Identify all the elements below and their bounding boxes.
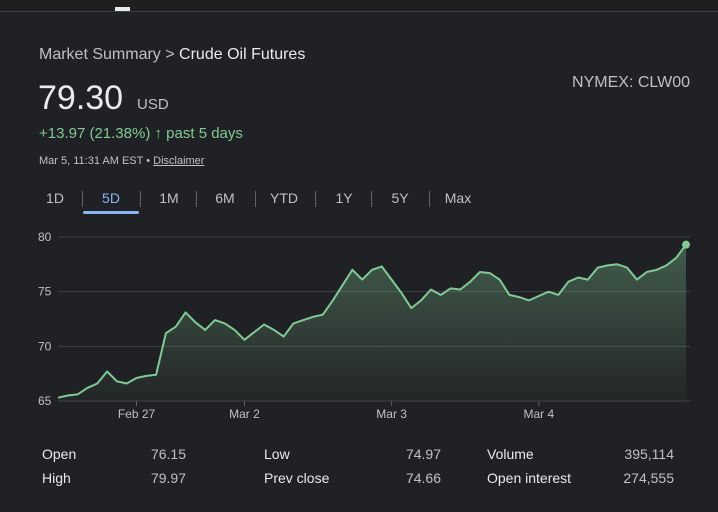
breadcrumb-separator: > xyxy=(165,46,175,63)
area xyxy=(58,244,686,401)
stat-value: 395,114 xyxy=(624,446,674,462)
top-bar xyxy=(0,0,718,12)
change-arrow: ↑ xyxy=(154,125,163,142)
tab-separator xyxy=(255,191,256,207)
range-tab[interactable]: 5Y xyxy=(391,190,409,206)
change: +13.97 (21.38%) ↑ past 5 days xyxy=(39,125,243,142)
range-tab[interactable]: 1Y xyxy=(335,190,353,206)
breadcrumb: Market Summary > Crude Oil Futures xyxy=(39,46,305,64)
range-tab[interactable]: YTD xyxy=(270,190,298,206)
x-tick-label: Mar 3 xyxy=(376,407,407,421)
stat-label: Prev close xyxy=(264,470,330,486)
exchange: NYMEX: CLW00 xyxy=(572,74,690,91)
currency: USD xyxy=(137,96,169,113)
stat-label: Volume xyxy=(487,446,534,462)
tab-separator xyxy=(82,191,83,207)
stat-label: High xyxy=(42,470,71,486)
range-tab[interactable]: 1M xyxy=(159,190,179,206)
stat-value: 74.97 xyxy=(405,446,441,462)
x-tick-label: Feb 27 xyxy=(118,407,156,421)
timestamp-text: Mar 5, 11:31 AM EST xyxy=(39,155,144,167)
breadcrumb-current: Crude Oil Futures xyxy=(179,46,306,63)
range-tab[interactable]: 5D xyxy=(83,184,139,214)
disclaimer-link[interactable]: Disclaimer xyxy=(153,155,205,167)
x-tick-label: Mar 2 xyxy=(229,407,260,421)
stat-value: 79.97 xyxy=(150,470,186,486)
stat-value: 274,555 xyxy=(623,470,674,486)
y-tick-label: 75 xyxy=(38,285,52,299)
stat-label: Open xyxy=(42,446,77,462)
stat-label: Low xyxy=(264,446,290,462)
x-tick-label: Mar 4 xyxy=(523,407,554,421)
timestamp-separator: • xyxy=(146,155,151,167)
y-tick-label: 70 xyxy=(38,339,52,353)
timestamp: Mar 5, 11:31 AM EST • Disclaimer xyxy=(39,155,204,167)
breadcrumb-parent[interactable]: Market Summary xyxy=(39,46,161,63)
tab-separator xyxy=(140,191,141,207)
stat-label: Open interest xyxy=(487,470,572,486)
stat-value: 74.66 xyxy=(405,470,441,486)
tab-indicator xyxy=(115,7,130,11)
range-tab[interactable]: 6M xyxy=(215,190,235,206)
range-tab[interactable]: 1D xyxy=(46,190,64,206)
price: 79.30 xyxy=(38,79,124,117)
tab-separator xyxy=(429,191,430,207)
y-tick-label: 65 xyxy=(38,394,52,408)
price-line xyxy=(57,244,687,399)
y-tick-label: 80 xyxy=(38,230,52,244)
tab-separator xyxy=(371,191,372,207)
last-point xyxy=(682,240,690,249)
change-text: +13.97 (21.38%) xyxy=(39,125,151,142)
tab-separator xyxy=(315,191,316,207)
stat-value: 76.15 xyxy=(150,446,186,462)
range-tab[interactable]: Max xyxy=(444,190,472,206)
tab-separator xyxy=(196,191,197,207)
change-period: past 5 days xyxy=(166,125,243,142)
